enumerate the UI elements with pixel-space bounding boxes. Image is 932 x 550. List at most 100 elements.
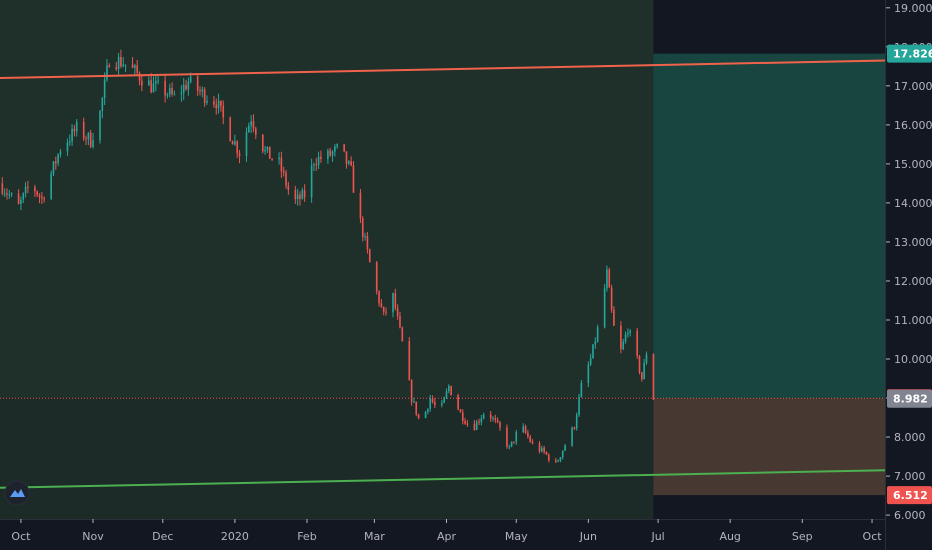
candle-body (645, 354, 648, 363)
candle (399, 311, 401, 329)
candle-body (522, 426, 525, 433)
candle-body (606, 269, 608, 289)
tradingview-logo-icon[interactable] (4, 480, 30, 506)
candle-body (89, 132, 92, 147)
candle-body (103, 79, 106, 98)
candle (99, 109, 101, 144)
candle-body (173, 93, 176, 95)
candle-body (320, 156, 322, 159)
position-profit-zone[interactable] (653, 53, 886, 399)
candle (148, 76, 150, 86)
candle-body (392, 293, 394, 313)
candle-body (52, 161, 55, 174)
candle (554, 457, 557, 464)
candle (199, 86, 201, 96)
candle (515, 429, 518, 445)
candle-body (92, 140, 94, 147)
y-tick-label: 13.000 (894, 236, 932, 249)
candle (327, 148, 329, 164)
profit-zone-background-lower (0, 398, 654, 519)
candle (68, 134, 71, 146)
candle-body (578, 397, 580, 415)
candle (427, 408, 429, 415)
candle-body (417, 414, 420, 419)
candle-body (434, 401, 436, 405)
candle (24, 182, 27, 198)
candle-body (150, 80, 152, 93)
candle-body (408, 341, 411, 381)
candle-body (285, 172, 287, 186)
x-tick-label: Jul (650, 530, 664, 543)
candle-body (38, 195, 41, 197)
candle (343, 144, 345, 153)
candle (496, 417, 499, 424)
candle (122, 57, 125, 68)
candle-body (238, 153, 241, 157)
y-tick-label: 10.000 (894, 353, 932, 366)
candle (50, 170, 52, 201)
candle-body (50, 173, 52, 199)
y-tick-label: 7.000 (894, 470, 926, 483)
candle (75, 119, 78, 137)
candle-body (287, 185, 290, 190)
candle-body (506, 427, 508, 447)
trendlines[interactable] (0, 59, 887, 489)
position-loss-zone[interactable] (653, 398, 886, 496)
candle-body (20, 199, 22, 205)
x-tick-label: Dec (152, 530, 173, 543)
time-axis[interactable]: Oct Nov Dec 2020 Feb Mar Apr May Jun Jul Aug Sep Oct (11, 519, 882, 543)
candle (464, 417, 466, 425)
candle-body (478, 421, 480, 423)
candle (431, 395, 434, 404)
candle (352, 161, 355, 193)
resistance-trendline[interactable] (0, 59, 887, 80)
candle (248, 122, 250, 133)
candle (364, 232, 366, 241)
candle-body (303, 190, 306, 198)
candle (264, 146, 266, 155)
candle-body (87, 132, 90, 140)
candle-body (443, 397, 445, 403)
candle (220, 100, 222, 112)
candle (73, 125, 76, 137)
candle (301, 187, 304, 200)
candle-body (545, 451, 548, 455)
candle (350, 156, 352, 167)
candle (359, 188, 362, 224)
candle (222, 100, 225, 125)
candle (89, 129, 92, 149)
candle-body (252, 121, 255, 129)
candle (527, 429, 529, 439)
candle-body (554, 460, 557, 462)
candle (492, 416, 494, 422)
candle-body (589, 358, 592, 365)
candle-body (559, 457, 562, 461)
candle (124, 64, 127, 73)
candle (441, 399, 443, 408)
candle (380, 298, 383, 309)
candle-body (652, 354, 655, 400)
candle-body (182, 84, 185, 93)
candle-body (543, 447, 545, 452)
candle-body (608, 269, 611, 288)
candle (152, 76, 155, 93)
position-tool[interactable] (0, 53, 886, 496)
candle-body (394, 293, 397, 309)
candle (217, 93, 220, 114)
candle (645, 351, 648, 365)
candle (117, 52, 120, 75)
support-trendline[interactable] (0, 469, 887, 489)
candle (168, 83, 171, 98)
candle (17, 189, 20, 205)
candle-body (429, 398, 432, 409)
candle-body (529, 436, 532, 442)
candle-body (201, 89, 204, 92)
candle-body (464, 420, 466, 424)
candle-body (117, 56, 120, 70)
candle-body (54, 161, 57, 164)
candle-body (278, 157, 280, 160)
candle (285, 169, 287, 189)
candle (238, 149, 241, 164)
candle (157, 74, 159, 85)
